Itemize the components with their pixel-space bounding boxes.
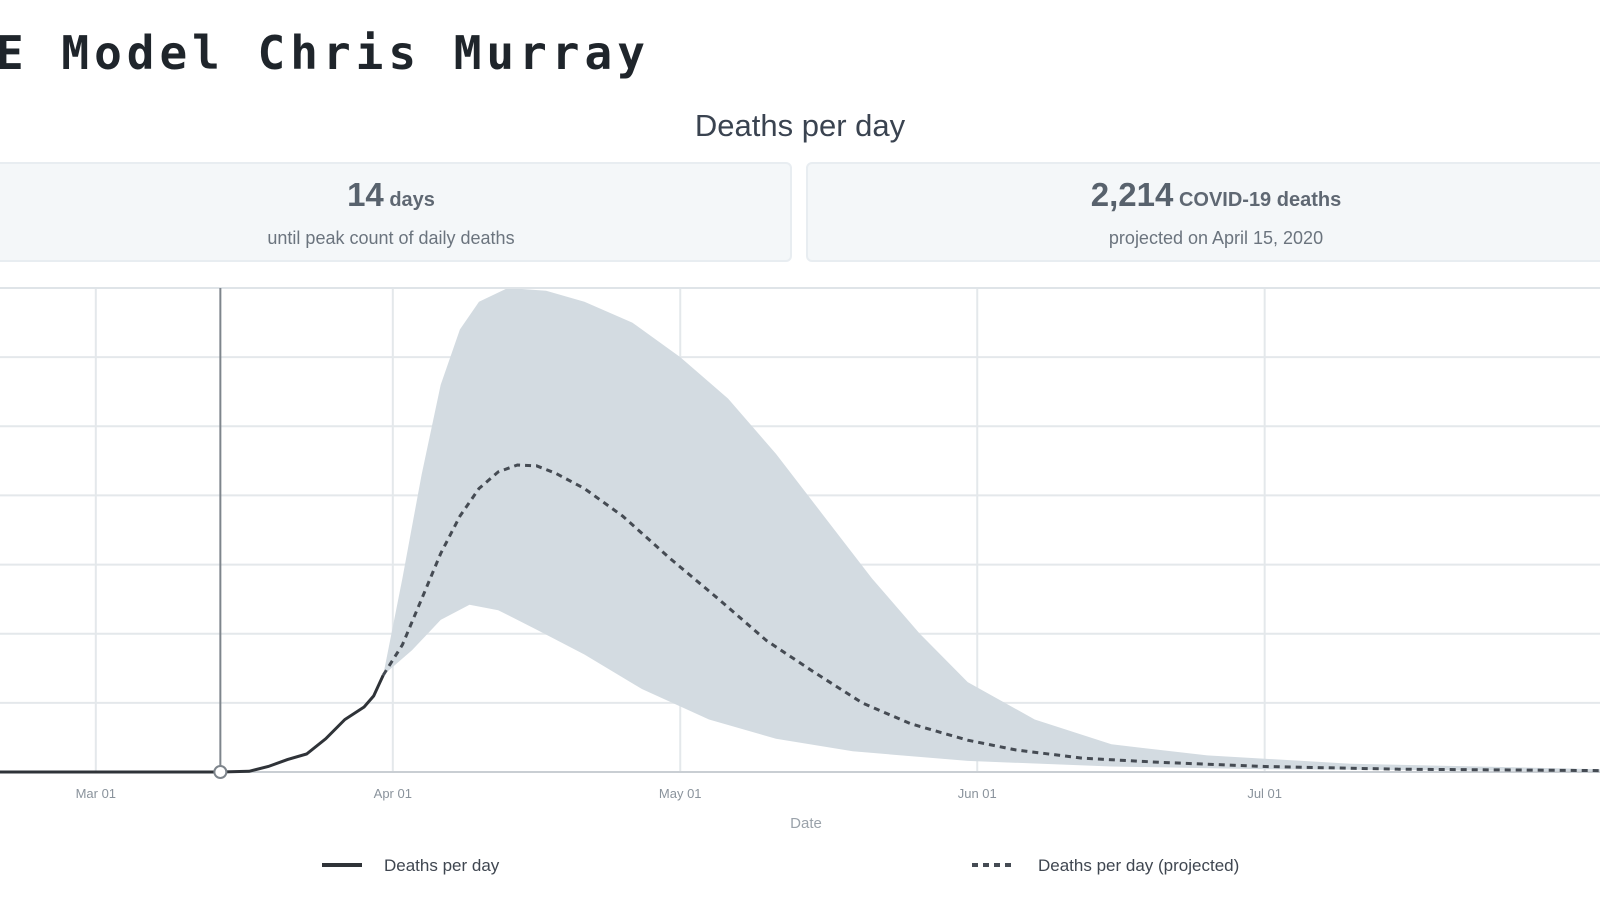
page-title: E Model Chris Murray	[0, 26, 650, 80]
legend-label-projected: Deaths per day (projected)	[1038, 856, 1239, 875]
x-tick-label: May 01	[659, 786, 702, 801]
peak-days-value: 14	[347, 176, 384, 213]
observed-deaths-line	[0, 674, 385, 774]
projected-deaths-unit: COVID-19 deaths	[1178, 189, 1342, 211]
projected-deaths-caption: projected on April 15, 2020	[1108, 228, 1324, 248]
x-tick-label: Mar 01	[76, 786, 116, 801]
x-tick-label: Apr 01	[374, 786, 412, 801]
peak-days-card: 14 days until peak count of daily deaths	[0, 162, 792, 262]
legend-label-observed: Deaths per day	[384, 856, 500, 875]
projected-deaths-value: 2,214	[1090, 176, 1174, 213]
x-tick-label: Jul 01	[1247, 786, 1282, 801]
peak-days-caption: until peak count of daily deaths	[267, 228, 515, 248]
uncertainty-band	[383, 288, 1600, 772]
x-tick-label: Jun 01	[958, 786, 997, 801]
today-marker-dot	[213, 765, 228, 779]
chart-title: Deaths per day	[694, 108, 906, 143]
projected-deaths-card: 2,214 COVID-19 deaths projected on April…	[806, 162, 1600, 262]
peak-days-unit: days	[389, 189, 435, 211]
projected-deaths-line	[381, 463, 1600, 773]
x-axis-label: Date	[790, 815, 822, 832]
